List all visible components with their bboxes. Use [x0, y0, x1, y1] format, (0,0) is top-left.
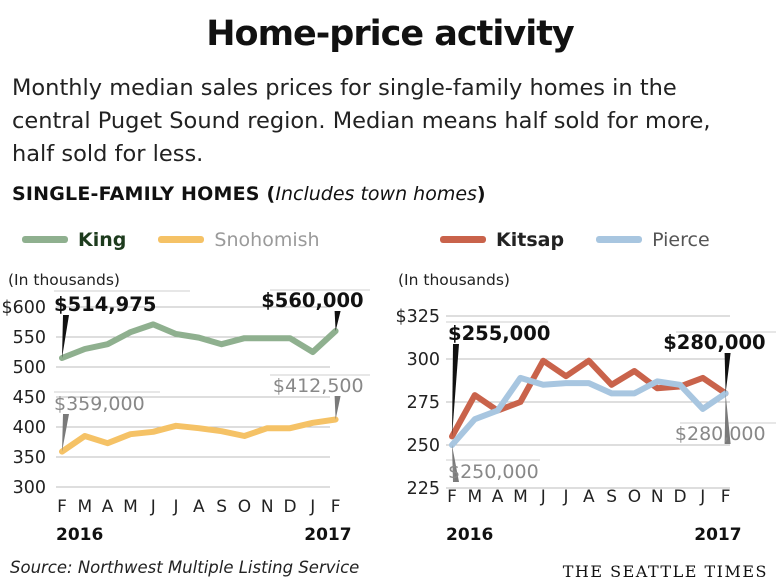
series-line-snohomish: [59, 416, 339, 455]
x-tick-label: S: [216, 497, 227, 517]
x-tick-label: M: [513, 487, 528, 507]
y-tick-label: $600: [1, 298, 46, 318]
x-tick-label: D: [673, 487, 686, 507]
y-tick-label: 250: [407, 436, 440, 456]
legend-left: King Snohomish: [22, 226, 346, 254]
year-label: 2017: [304, 525, 351, 545]
section-heading-bold: SINGLE-FAMILY HOMES (: [12, 183, 276, 205]
annotation-pointer: [62, 315, 69, 359]
x-tick-label: J: [150, 497, 156, 517]
y-tick-label: 275: [407, 393, 440, 413]
x-tick-label: A: [102, 497, 114, 517]
x-tick-label: J: [562, 487, 568, 507]
legend-swatch-king: [22, 236, 68, 243]
x-tick-label: J: [540, 487, 546, 507]
legend-swatch-pierce: [596, 236, 643, 243]
annotation-label: $280,000: [675, 423, 766, 445]
section-heading-close: ): [476, 183, 486, 205]
x-tick-label: F: [331, 497, 341, 517]
publisher-logo: THE SEATTLE TIMES: [562, 562, 768, 581]
annotation-pointer: [724, 393, 731, 444]
annotation-label: $250,000: [448, 461, 539, 483]
x-tick-label: F: [57, 497, 67, 517]
annotation-pointer: [334, 396, 341, 420]
y-tick-label: 500: [13, 358, 46, 378]
annotation-pointer: [724, 353, 731, 394]
legend-swatch-kitsap: [440, 236, 486, 243]
x-tick-label: O: [628, 487, 641, 507]
year-label: 2017: [694, 525, 741, 545]
x-tick-label: F: [447, 487, 457, 507]
legend-item-king: King: [22, 229, 126, 251]
legend-label-snohomish: Snohomish: [214, 228, 320, 251]
x-tick-label: M: [467, 487, 482, 507]
section-heading: SINGLE-FAMILY HOMES (Includes town homes…: [12, 183, 486, 205]
unit-label: (In thousands): [398, 271, 510, 289]
x-tick-label: A: [492, 487, 504, 507]
x-tick-label: S: [606, 487, 617, 507]
legend-item-pierce: Pierce: [596, 229, 710, 251]
legend-swatch-snohomish: [158, 236, 205, 243]
year-label: 2016: [56, 525, 103, 545]
x-tick-label: N: [261, 497, 274, 517]
annotation-label: $560,000: [261, 289, 363, 312]
unit-label: (In thousands): [8, 271, 120, 289]
y-tick-label: 550: [13, 328, 46, 348]
y-tick-label: 225: [407, 479, 440, 499]
annotation-label: $280,000: [663, 331, 765, 354]
x-tick-label: J: [309, 497, 315, 517]
x-tick-label: J: [699, 487, 705, 507]
annotation-label: $412,500: [273, 375, 364, 397]
y-tick-label: $325: [395, 307, 440, 327]
legend-right: Kitsap Pierce: [440, 226, 736, 254]
series-line-king: [59, 321, 339, 361]
annotation-label: $359,000: [54, 393, 145, 415]
x-tick-label: M: [123, 497, 138, 517]
legend-label-king: King: [78, 228, 127, 251]
series-line-pierce: [449, 374, 729, 448]
x-tick-label: D: [283, 497, 296, 517]
legend-item-kitsap: Kitsap: [440, 229, 564, 251]
year-label: 2016: [446, 525, 493, 545]
x-tick-label: A: [583, 487, 595, 507]
legend-item-snohomish: Snohomish: [158, 228, 320, 251]
annotation-pointer: [452, 445, 459, 482]
source-note: Source: Northwest Multiple Listing Servi…: [10, 558, 360, 577]
legend-label-pierce: Pierce: [652, 228, 710, 251]
section-heading-italic: Includes town homes: [275, 183, 477, 205]
annotation-label: $255,000: [448, 322, 550, 345]
x-tick-label: M: [77, 497, 92, 517]
chart-subtitle: Monthly median sales prices for single-f…: [12, 75, 711, 167]
x-tick-label: F: [721, 487, 731, 507]
x-tick-label: J: [172, 497, 178, 517]
annotation-label: $514,975: [54, 293, 156, 316]
y-tick-label: 300: [13, 478, 46, 498]
legend-label-kitsap: Kitsap: [496, 228, 565, 251]
y-tick-label: 450: [13, 388, 46, 408]
y-tick-label: 400: [13, 418, 46, 438]
annotation-pointer: [334, 311, 341, 331]
chart-title: Home-price activity: [206, 14, 575, 54]
y-tick-label: 350: [13, 448, 46, 468]
y-tick-label: 300: [407, 350, 440, 370]
annotation-pointer: [452, 344, 459, 437]
annotation-pointer: [62, 414, 69, 452]
x-tick-label: O: [238, 497, 251, 517]
x-tick-label: N: [651, 487, 664, 507]
x-tick-label: A: [193, 497, 205, 517]
